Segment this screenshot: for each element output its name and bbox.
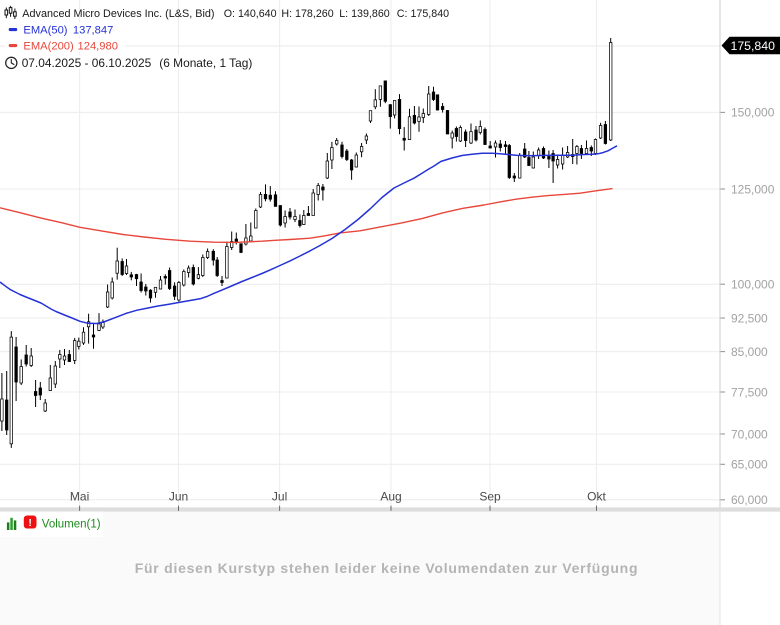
svg-text:07.04.2025 - 06.10.2025: 07.04.2025 - 06.10.2025 bbox=[22, 56, 152, 70]
svg-text:92,500: 92,500 bbox=[731, 311, 768, 325]
svg-text:O: 140,640: O: 140,640 bbox=[224, 8, 277, 20]
svg-text:!: ! bbox=[28, 517, 32, 529]
svg-text:EMA(200): EMA(200) bbox=[23, 40, 74, 52]
svg-text:150,000: 150,000 bbox=[731, 106, 775, 120]
svg-text:Für diesen Kurstyp stehen leid: Für diesen Kurstyp stehen leider keine V… bbox=[135, 560, 639, 576]
svg-text:65,000: 65,000 bbox=[731, 458, 768, 472]
svg-text:Aug: Aug bbox=[380, 490, 401, 504]
svg-text:L: 139,860: L: 139,860 bbox=[339, 8, 390, 20]
svg-text:Advanced Micro Devices Inc. (L: Advanced Micro Devices Inc. (L&S, Bid) bbox=[22, 8, 214, 20]
svg-text:125,000: 125,000 bbox=[731, 182, 775, 196]
svg-text:77,500: 77,500 bbox=[731, 385, 768, 399]
svg-text:Mai: Mai bbox=[70, 490, 89, 504]
svg-text:85,000: 85,000 bbox=[731, 345, 768, 359]
svg-text:Okt: Okt bbox=[587, 490, 606, 504]
svg-text:Jul: Jul bbox=[272, 490, 287, 504]
svg-text:Volumen(1): Volumen(1) bbox=[42, 518, 101, 530]
svg-text:60,000: 60,000 bbox=[731, 493, 768, 507]
svg-text:C: 175,840: C: 175,840 bbox=[397, 8, 449, 20]
svg-text:70,000: 70,000 bbox=[731, 427, 768, 441]
svg-text:Jun: Jun bbox=[169, 490, 188, 504]
svg-text:H: 178,260: H: 178,260 bbox=[281, 8, 333, 20]
svg-text:(6 Monate, 1 Tag): (6 Monate, 1 Tag) bbox=[159, 56, 252, 70]
svg-text:175,840: 175,840 bbox=[731, 39, 776, 53]
svg-text:100,000: 100,000 bbox=[731, 278, 775, 292]
svg-text:137,847: 137,847 bbox=[73, 24, 113, 36]
svg-text:EMA(50): EMA(50) bbox=[23, 24, 67, 36]
svg-text:Sep: Sep bbox=[479, 490, 501, 504]
svg-text:124,980: 124,980 bbox=[78, 40, 118, 52]
